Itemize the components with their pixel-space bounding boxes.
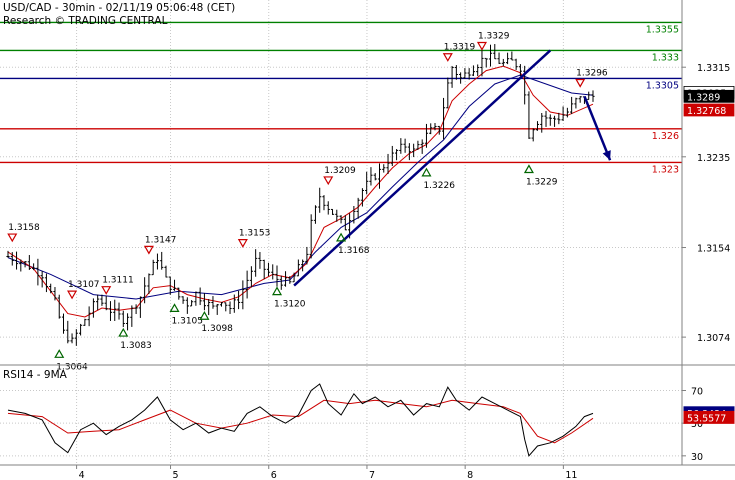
annotations-layer: 1.3158 1.3107 1.3111 1.3147 1.3153 1.3209 1.33… [7,32,608,372]
swing-low-label: 1.3226 [423,181,455,191]
rsi-panel: RSI14 - 9MA [0,364,735,464]
swing-low-marker [336,232,347,242]
swing-high-marker [67,290,78,300]
level-label-1.333: 1.333 [652,52,679,63]
price-tag-black: 1.3289 [687,92,720,103]
chart-title: USD/CAD - 30min - 02/11/19 05:06:48 (CET… [3,2,235,14]
swing-low-label: 1.3229 [526,178,558,188]
swing-low-label: 1.3064 [56,362,88,372]
swing-high-label: 1.3296 [576,68,608,78]
y-axis-labels: 1.3315 1.3235 1.3154 1.3074 [682,63,730,344]
swing-high-marker [143,245,154,255]
rsi-axis-labels: 70 50 30 [682,387,703,463]
rsi-y-tick-label: 30 [691,452,703,463]
swing-high-marker [101,286,112,295]
swing-low-marker [271,286,283,296]
rsi-lines-layer [7,383,594,457]
swing-high-label: 1.3107 [68,280,100,290]
level-label-1.326: 1.326 [652,131,679,142]
swing-high-label: 1.3111 [102,276,133,286]
y-tick-label: 1.3154 [697,244,730,255]
rsi-ma-line [7,399,594,444]
y-tick-label: 1.3074 [697,333,730,344]
swing-high-label: 1.3147 [145,235,177,245]
price-panel: 1.3355 1.333 1.3305 1.326 1.323 1.3158 1.3107… [0,0,682,372]
forecast-arrow-head [602,150,611,161]
swing-low-marker [54,349,65,358]
levels-layer: 1.3355 1.333 1.3305 1.326 1.323 [0,21,682,175]
price-candles-layer [6,44,595,346]
swing-low-label: 1.3098 [201,324,233,334]
swing-high-label: 1.3153 [239,229,271,239]
price-plot-area [0,0,682,364]
level-label-1.3305: 1.3305 [646,80,679,91]
x-tick-label: 6 [271,470,277,480]
swing-high-label: 1.3329 [478,32,510,42]
rsi-label: RSI14 - 9MA [3,369,68,381]
swing-high-label: 1.3158 [8,223,40,233]
swing-high-marker [476,41,488,51]
chart-subtitle: Research © TRADING CENTRAL [3,15,168,27]
rsi-y-tick-label: 70 [691,387,703,398]
rsi-grid [0,366,682,464]
level-label-1.3355: 1.3355 [646,24,679,35]
x-tick-label: 4 [79,470,85,480]
swing-low-label: 1.3168 [338,246,370,256]
swing-low-marker [421,167,432,177]
trend-layer [293,49,612,287]
y-tick-label: 1.3235 [697,153,730,164]
swing-high-marker [323,176,334,186]
price-grid [0,0,682,364]
level-label-1.323: 1.323 [652,164,679,175]
rsi-ma-tag-box [683,410,735,424]
x-tick-label: 7 [369,470,375,480]
trend-line [293,49,552,287]
forecast-arrow-shaft [583,95,612,161]
swing-low-marker [523,164,534,174]
x-tick-label: 5 [173,470,179,480]
swing-low-label: 1.3120 [274,300,306,310]
rsi-line [7,383,594,457]
y-tick-label: 1.3315 [697,63,730,74]
swing-high-marker [442,53,453,62]
x-tick-label: 8 [467,470,473,480]
swing-low-marker [199,311,210,320]
price-tag-box [683,103,735,117]
x-tick-label: 11 [565,470,577,480]
swing-low-marker [118,327,129,337]
price-tag-red: 1.32768 [687,106,726,117]
swing-low-label: 1.3105 [172,316,204,326]
swing-high-marker [237,239,248,248]
x-axis-labels: 4 5 6 7 8 11 [76,465,577,480]
swing-high-label: 1.3209 [324,166,356,176]
price-tag-box [683,89,735,103]
rsi-y-tick-label: 50 [691,419,703,430]
rsi-ma-tag: 53.5577 [687,413,726,424]
swing-high-marker [7,233,18,243]
swing-high-label: 1.3319 [444,43,476,53]
swing-low-marker [169,303,180,312]
swing-high-marker [575,78,586,88]
swing-low-label: 1.3083 [120,341,152,351]
